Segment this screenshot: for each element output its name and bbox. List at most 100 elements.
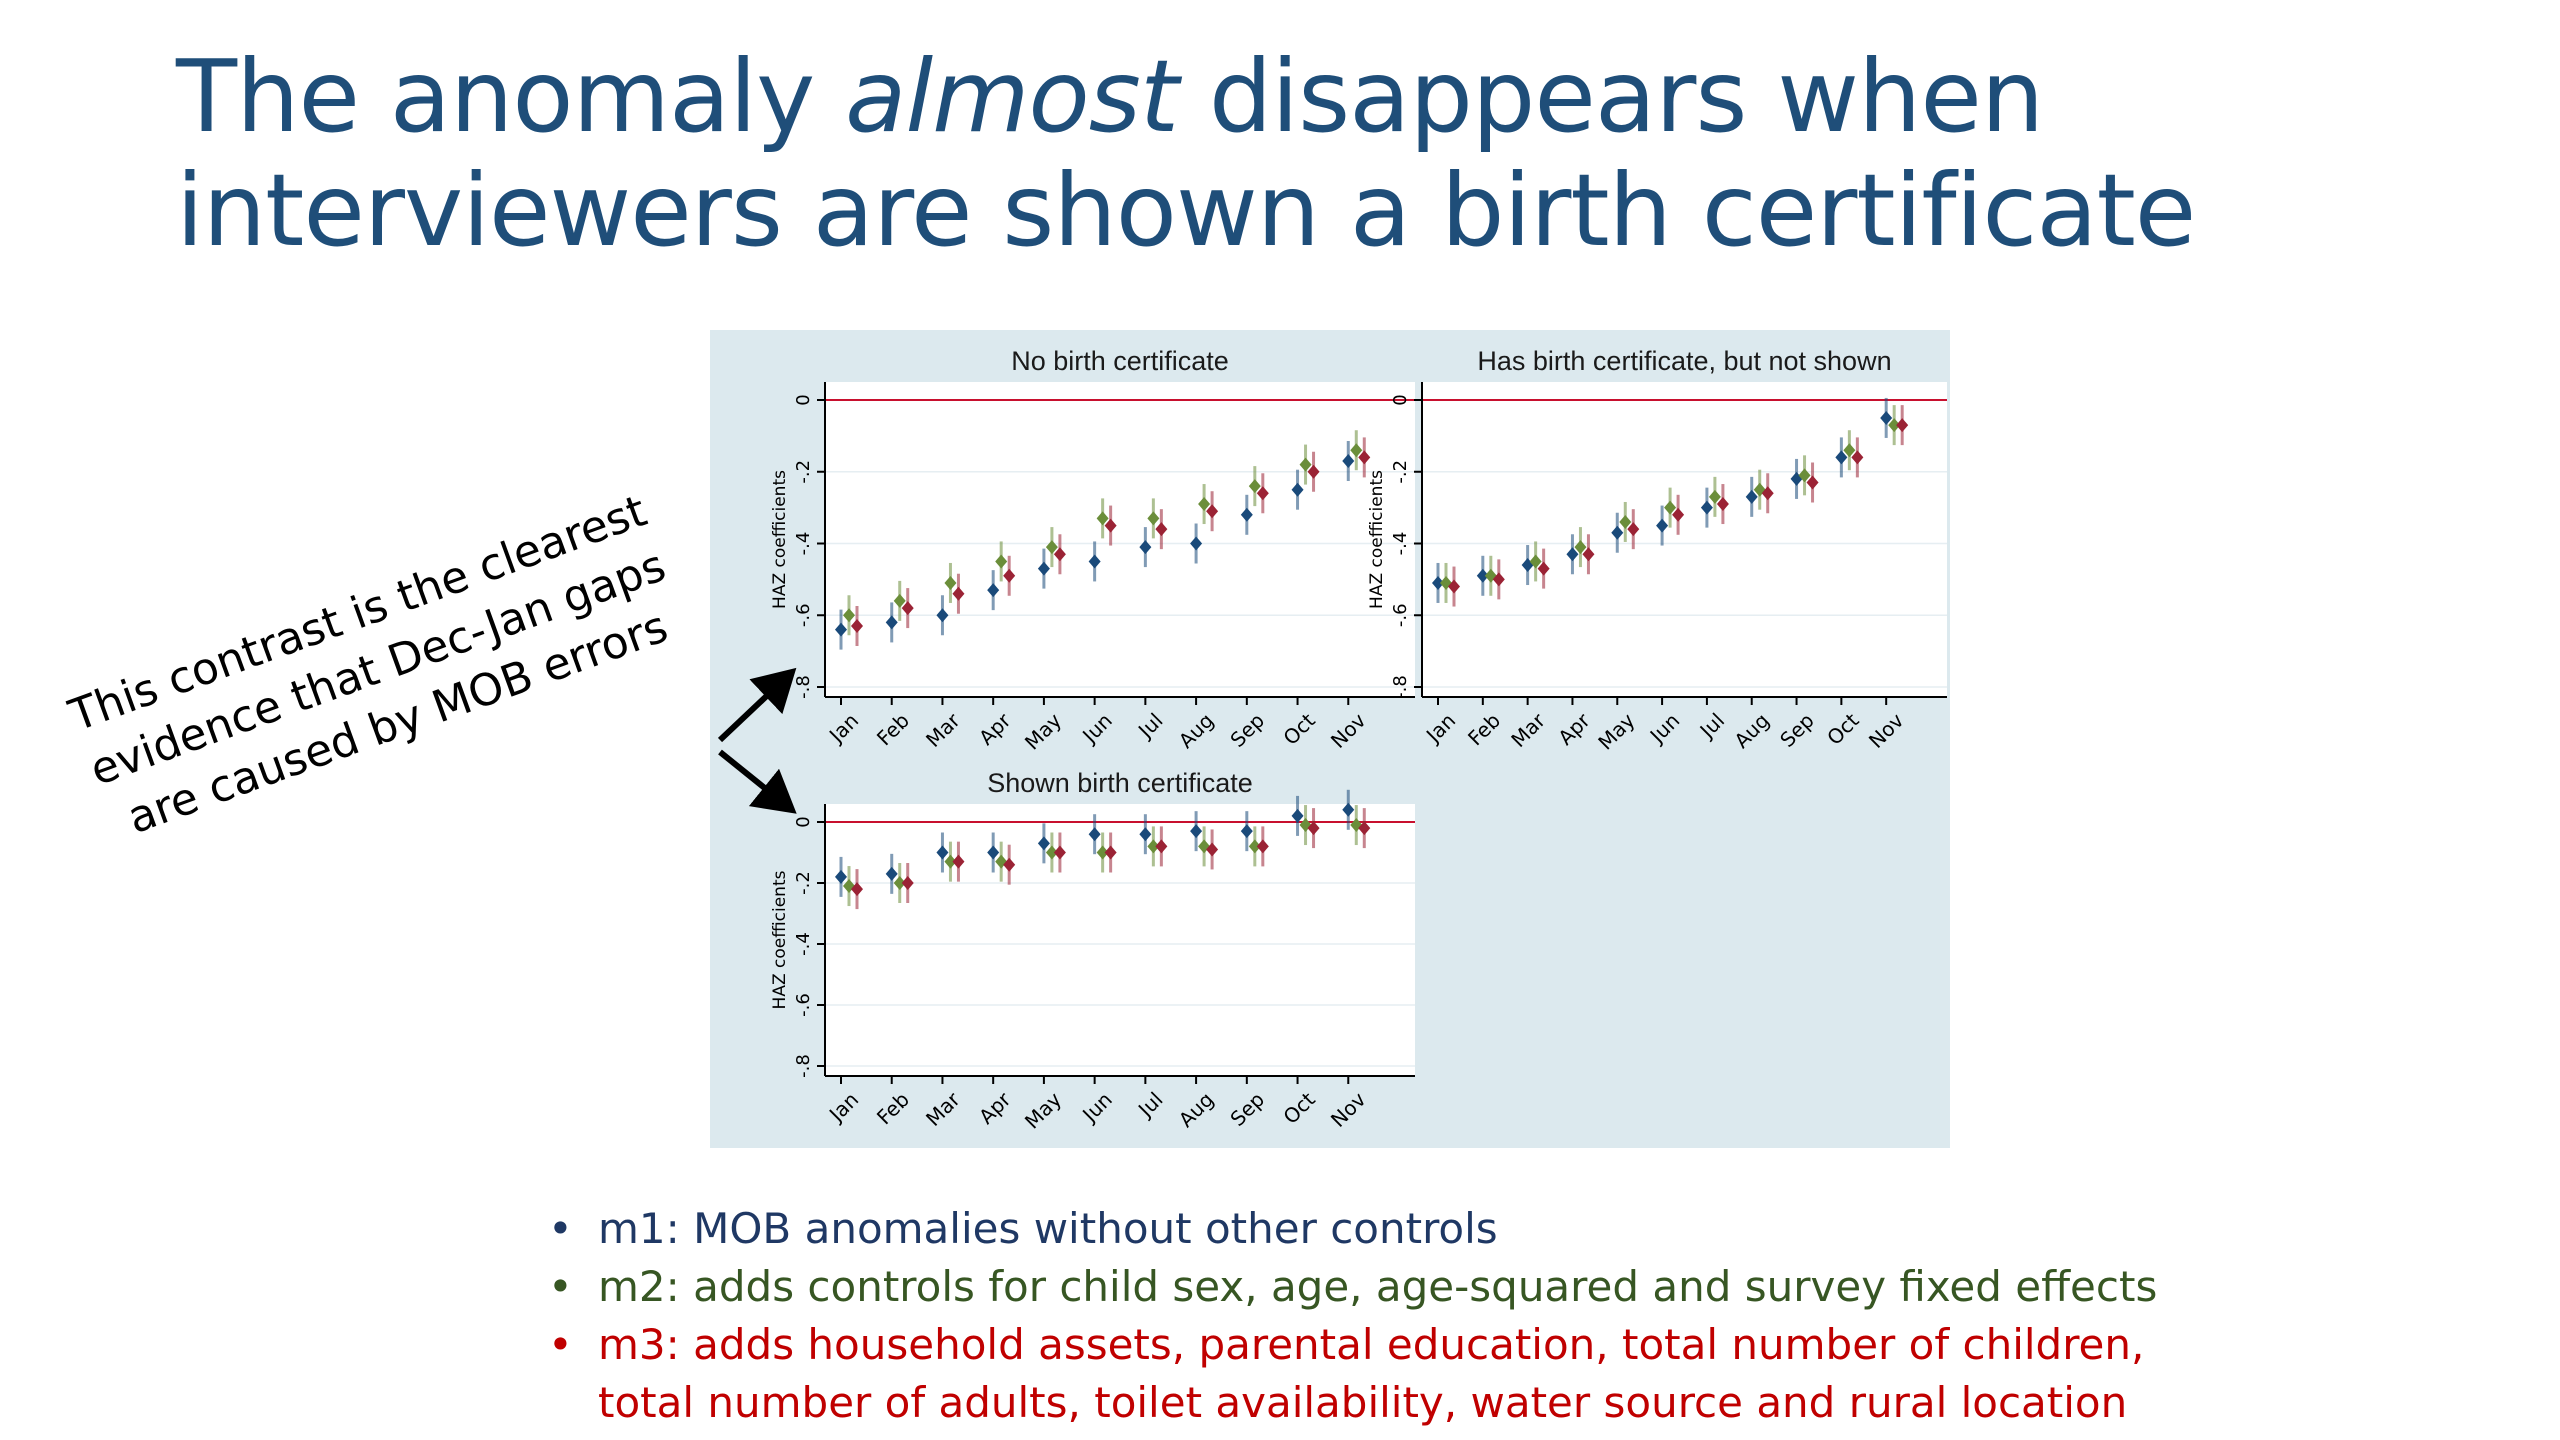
y-tick-label: -.4 xyxy=(793,532,814,556)
data-point-m2 xyxy=(1843,443,1856,458)
data-point-m2 xyxy=(1045,845,1058,860)
bullet-icon: • xyxy=(548,1204,573,1253)
plot-area xyxy=(825,382,1415,697)
data-point-m3 xyxy=(1448,579,1460,594)
y-tick-label: -.2 xyxy=(793,871,814,895)
data-point-m3 xyxy=(901,876,914,890)
legend-item-m3: • m3: adds household assets, parental ed… xyxy=(548,1316,2538,1374)
slide-title: The anomaly almost disappears when interv… xyxy=(176,40,2476,268)
data-point-m1 xyxy=(1139,827,1152,842)
legend-text: m3: adds household assets, parental educ… xyxy=(598,1320,2145,1369)
data-point-m1 xyxy=(835,869,847,884)
data-point-m2 xyxy=(1619,514,1632,529)
data-point-m3 xyxy=(1716,497,1729,512)
data-point-m3 xyxy=(1672,507,1685,522)
plot-area xyxy=(1422,382,1947,697)
legend-text: m1: MOB anomalies without other controls xyxy=(598,1204,1498,1253)
data-point-m2 xyxy=(1664,500,1677,515)
figure-charts: 0 -.2 -.4 -.6 -.8 HAZ coefficients No birth ce… xyxy=(770,346,1947,1134)
data-point-m2 xyxy=(1096,845,1109,860)
chart-title: Shown birth certificate xyxy=(987,768,1253,798)
data-point-m3 xyxy=(1256,839,1269,854)
y-tick-label: -.8 xyxy=(793,1054,814,1078)
data-point-m3 xyxy=(1256,486,1269,501)
data-point-m2 xyxy=(1888,418,1901,433)
data-point-m3 xyxy=(1053,845,1066,860)
data-point-m1 xyxy=(987,583,1000,598)
legend-item-m2: • m2: adds controls for child sex, age, … xyxy=(548,1258,2538,1316)
plot-area xyxy=(825,804,1415,1076)
data-point-m1 xyxy=(885,866,898,881)
legend-item-m1: • m1: MOB anomalies without other contro… xyxy=(548,1200,2538,1258)
data-point-m1 xyxy=(1700,500,1713,515)
data-point-m3 xyxy=(901,601,914,616)
data-point-m1 xyxy=(1432,575,1444,590)
data-point-m1 xyxy=(1342,802,1355,817)
data-point-m2 xyxy=(1198,839,1211,854)
chart-panel: 0 -.2 -.4 -.6 -.8 HAZ coefficients No birth ce… xyxy=(770,346,1415,755)
y-tick-label: -.6 xyxy=(793,603,814,627)
y-tick-label: -.4 xyxy=(1390,532,1411,556)
data-point-m3 xyxy=(952,586,965,601)
data-point-m3 xyxy=(1104,845,1117,860)
data-point-m3 xyxy=(1053,547,1066,562)
arrow-to-no-certificate xyxy=(717,667,797,743)
data-point-m3 xyxy=(1155,839,1168,854)
title-part-1: The anomaly xyxy=(176,38,846,155)
arrow-to-shown-certificate xyxy=(718,749,797,814)
data-point-m3 xyxy=(1206,842,1219,857)
data-point-m3 xyxy=(1761,486,1774,501)
data-point-m1 xyxy=(1190,536,1203,551)
data-point-m1 xyxy=(1291,808,1304,823)
data-point-m2 xyxy=(1440,575,1452,590)
data-point-m1 xyxy=(1656,518,1669,533)
title-line-2: interviewers are shown a birth certifica… xyxy=(176,152,2196,269)
data-point-m2 xyxy=(1147,839,1160,854)
data-point-m2 xyxy=(1248,839,1261,854)
data-point-m2 xyxy=(1147,511,1160,526)
y-tick-label: 0 xyxy=(793,816,814,827)
data-point-m2 xyxy=(893,593,906,608)
title-emphasis: almost xyxy=(845,38,1179,155)
legend-item-m3-continued: total number of adults, toilet availabil… xyxy=(548,1374,2538,1432)
data-point-m3 xyxy=(1206,504,1219,519)
data-point-m1 xyxy=(1566,547,1579,562)
data-point-m1 xyxy=(1139,540,1152,555)
data-point-m3 xyxy=(952,854,965,869)
data-point-m1 xyxy=(1037,836,1050,851)
data-point-m1 xyxy=(1037,561,1050,576)
data-point-m1 xyxy=(1790,471,1803,486)
y-tick-label: 0 xyxy=(1390,394,1411,405)
figure-panel: 0 -.2 -.4 -.6 -.8 HAZ coefficients No birth ce… xyxy=(710,330,1950,1148)
data-point-m3 xyxy=(1104,518,1117,533)
legend-text: m2: adds controls for child sex, age, ag… xyxy=(598,1262,2158,1311)
y-tick-label: -.4 xyxy=(793,932,814,956)
data-point-m1 xyxy=(1745,489,1758,504)
data-point-m3 xyxy=(1851,450,1864,465)
y-axis-title: HAZ coefficients xyxy=(1367,470,1387,609)
data-point-m1 xyxy=(1088,554,1101,569)
data-point-m2 xyxy=(1574,540,1587,555)
data-point-m1 xyxy=(835,622,847,637)
data-point-m1 xyxy=(1835,450,1848,465)
data-point-m1 xyxy=(936,608,949,623)
data-point-m3 xyxy=(1155,522,1168,537)
data-point-m2 xyxy=(995,554,1008,569)
data-point-m1 xyxy=(987,845,1000,860)
data-point-m3 xyxy=(1627,522,1640,537)
data-point-m3 xyxy=(1358,450,1371,465)
data-point-m1 xyxy=(1291,482,1304,497)
data-point-m2 xyxy=(1096,511,1109,526)
data-point-m2 xyxy=(1708,489,1721,504)
data-point-m3 xyxy=(1003,568,1016,583)
data-point-m3 xyxy=(1003,857,1016,872)
data-point-m3 xyxy=(1492,572,1505,587)
data-point-m3 xyxy=(851,619,863,634)
data-point-m3 xyxy=(1806,475,1819,490)
data-point-m1 xyxy=(1611,525,1624,540)
data-point-m2 xyxy=(944,854,957,869)
chart-title: Has birth certificate, but not shown xyxy=(1477,346,1891,376)
y-tick-label: -.8 xyxy=(793,675,814,699)
data-point-m2 xyxy=(1045,540,1058,555)
